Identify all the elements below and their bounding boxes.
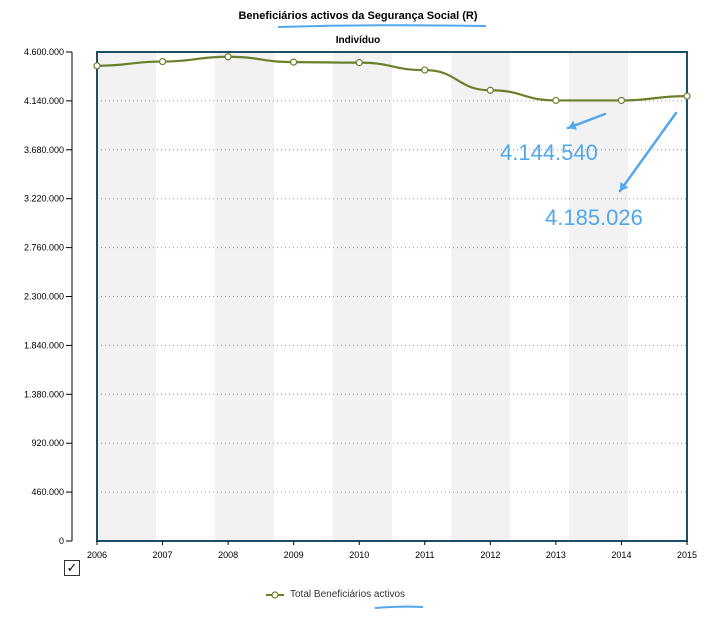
x-tick-label: 2015: [677, 550, 697, 560]
annotation-arrow-2015: [618, 111, 678, 193]
y-tick-label: 2.300.000: [24, 292, 64, 302]
legend-label: Total Beneficiários activos: [290, 589, 406, 600]
series-line: [96, 55, 688, 102]
data-point: [290, 58, 298, 66]
y-tick-label: 2.760.000: [24, 243, 64, 253]
band: [333, 52, 392, 541]
x-tick-label: 2011: [415, 550, 434, 560]
data-point: [486, 86, 494, 94]
x-tick-label: 2012: [480, 550, 500, 560]
chart-subtitle: Indivíduo: [335, 35, 381, 46]
plot-border: [96, 51, 688, 542]
y-tick-label: 1.380.000: [24, 389, 64, 399]
x-tick-label: 2014: [611, 550, 631, 560]
y-tick-label: 3.220.000: [24, 194, 64, 204]
data-point: [355, 59, 363, 67]
y-tick-label: 4.600.000: [24, 47, 64, 57]
legend[interactable]: Total Beneficiários activos: [266, 589, 405, 600]
y-tick-label: 3.680.000: [24, 145, 64, 155]
y-tick-label: 1.840.000: [24, 340, 64, 350]
chart-title: Beneficiários activos da Segurança Socia…: [238, 10, 478, 22]
data-point: [158, 57, 167, 66]
annotation-2015: 4.185.026: [545, 205, 643, 230]
title-underline: [277, 24, 487, 28]
data-point: [617, 96, 626, 105]
checkbox-checked-icon[interactable]: ✓: [64, 560, 80, 576]
data-point: [552, 96, 560, 105]
x-tick-label: 2013: [546, 550, 566, 560]
x-tick-label: 2006: [87, 550, 107, 560]
annotation-arrow-2015-head: [620, 182, 629, 191]
band: [215, 52, 274, 541]
band: [451, 52, 510, 541]
y-tick-label: 0: [59, 536, 64, 546]
y-tick-label: 460.000: [31, 487, 64, 497]
data-point: [93, 62, 101, 70]
annotation-arrow-2014-head: [568, 120, 577, 130]
legend-line-marker-icon: [266, 590, 284, 599]
x-tick-label: 2008: [218, 550, 238, 560]
band: [97, 52, 156, 541]
annotation-2014: 4.144.540: [500, 140, 598, 165]
legend-underline: [374, 605, 424, 609]
y-tick-label: 4.140.000: [24, 96, 64, 106]
x-tick-label: 2010: [349, 550, 369, 560]
data-point: [224, 53, 232, 61]
data-point: [421, 66, 429, 74]
y-tick-label: 920.000: [31, 438, 64, 448]
x-tick-label: 2009: [284, 550, 304, 560]
band: [569, 52, 628, 541]
x-tick-label: 2007: [153, 550, 173, 560]
data-point: [683, 92, 691, 100]
